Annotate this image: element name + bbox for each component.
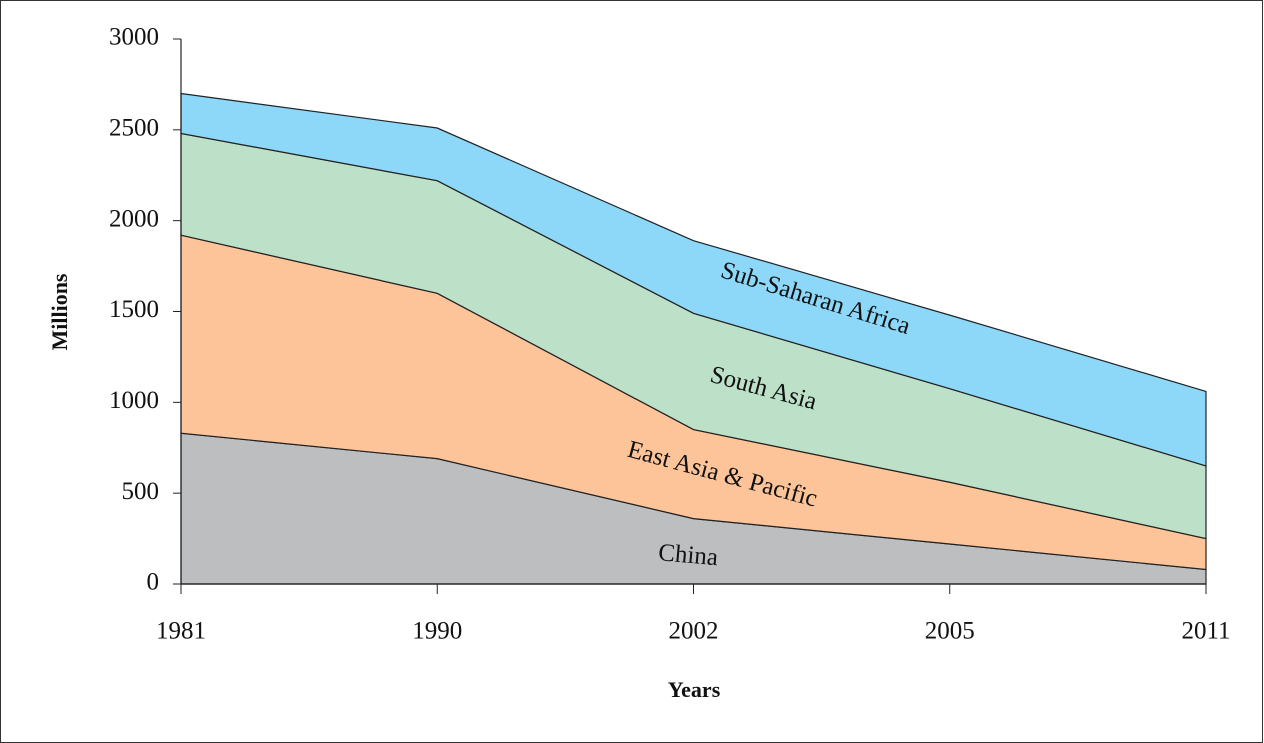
x-tick-label: 2011 xyxy=(1181,618,1230,645)
y-tick-label: 500 xyxy=(122,478,160,505)
x-tick-label: 1981 xyxy=(156,618,206,645)
y-tick-label: 0 xyxy=(147,569,160,596)
y-tick-label: 3000 xyxy=(109,24,159,51)
x-tick-label: 2002 xyxy=(669,618,719,645)
y-tick-label: 1500 xyxy=(109,296,159,323)
y-tick-label: 2000 xyxy=(109,205,159,232)
y-axis-title: Millions xyxy=(47,273,72,350)
y-tick-label: 1000 xyxy=(109,387,159,414)
series-label: China xyxy=(657,539,719,571)
y-tick-label: 2500 xyxy=(109,115,159,142)
x-axis-title: Years xyxy=(668,677,721,702)
area xyxy=(180,92,1207,467)
x-tick-label: 1990 xyxy=(412,618,462,645)
x-tick-label: 2005 xyxy=(925,618,975,645)
